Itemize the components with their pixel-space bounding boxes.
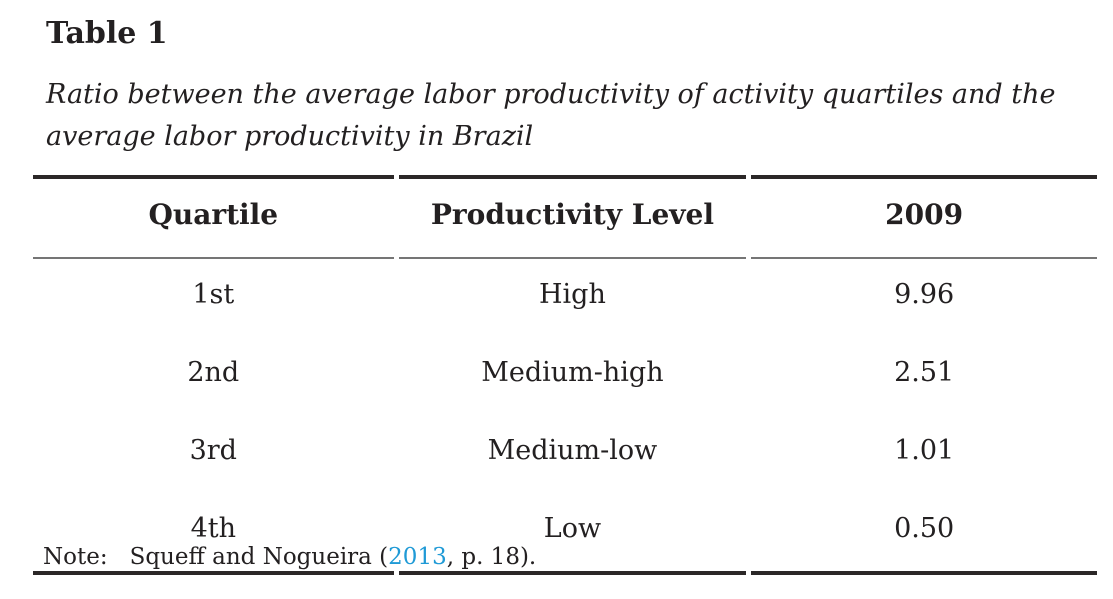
table-row: 1st High 9.96 (33, 259, 1097, 337)
cell-value: 2.51 (894, 356, 955, 388)
citation-year-link[interactable]: 2013 (388, 544, 447, 570)
table-row: 2nd Medium-high 2.51 (33, 337, 1097, 415)
table-row: 3rd Medium-low 1.01 (33, 415, 1097, 493)
table-title: Table 1 (46, 16, 168, 51)
table-row: 4th Low 0.50 (33, 493, 1097, 575)
cell-value: 1.01 (894, 434, 955, 466)
cell-quartile: 3rd (189, 434, 237, 466)
citation-text-before: Squeff and Nogueira ( (129, 544, 389, 570)
header-cell-productivity-level: Productivity Level (398, 175, 747, 259)
header-row: Quartile Productivity Level 2009 (33, 175, 1097, 259)
caption-line-2: average labor productivity in Brazil (46, 121, 534, 152)
cell-productivity-level: Low (398, 493, 747, 575)
cell-productivity-level: Medium-high (481, 356, 664, 388)
cell-productivity-level: Medium-low (487, 434, 658, 466)
cell-productivity-level: High (538, 278, 606, 310)
cell-value: 9.96 (894, 278, 955, 310)
cell-quartile: 4th (33, 493, 394, 575)
header-cell-year: 2009 (751, 175, 1097, 259)
table-body: 1st High 9.96 2nd Medium-high 2.51 3rd M… (33, 259, 1097, 575)
table-header: Quartile Productivity Level 2009 (33, 175, 1097, 259)
cell-quartile: 2nd (187, 356, 240, 388)
caption-line-1: Ratio between the average labor producti… (46, 79, 1056, 110)
note-label: Note: (43, 544, 108, 570)
table-caption: Ratio between the average labor producti… (46, 74, 1055, 158)
citation-text-after: , p. 18). (446, 544, 537, 570)
productivity-table: Quartile Productivity Level 2009 1st Hig… (33, 175, 1097, 575)
header-cell-quartile: Quartile (33, 175, 394, 259)
cell-value: 0.50 (751, 493, 1097, 575)
table-note: Note: Squeff and Nogueira (2013, p. 18). (43, 544, 536, 570)
cell-quartile: 1st (192, 278, 235, 310)
